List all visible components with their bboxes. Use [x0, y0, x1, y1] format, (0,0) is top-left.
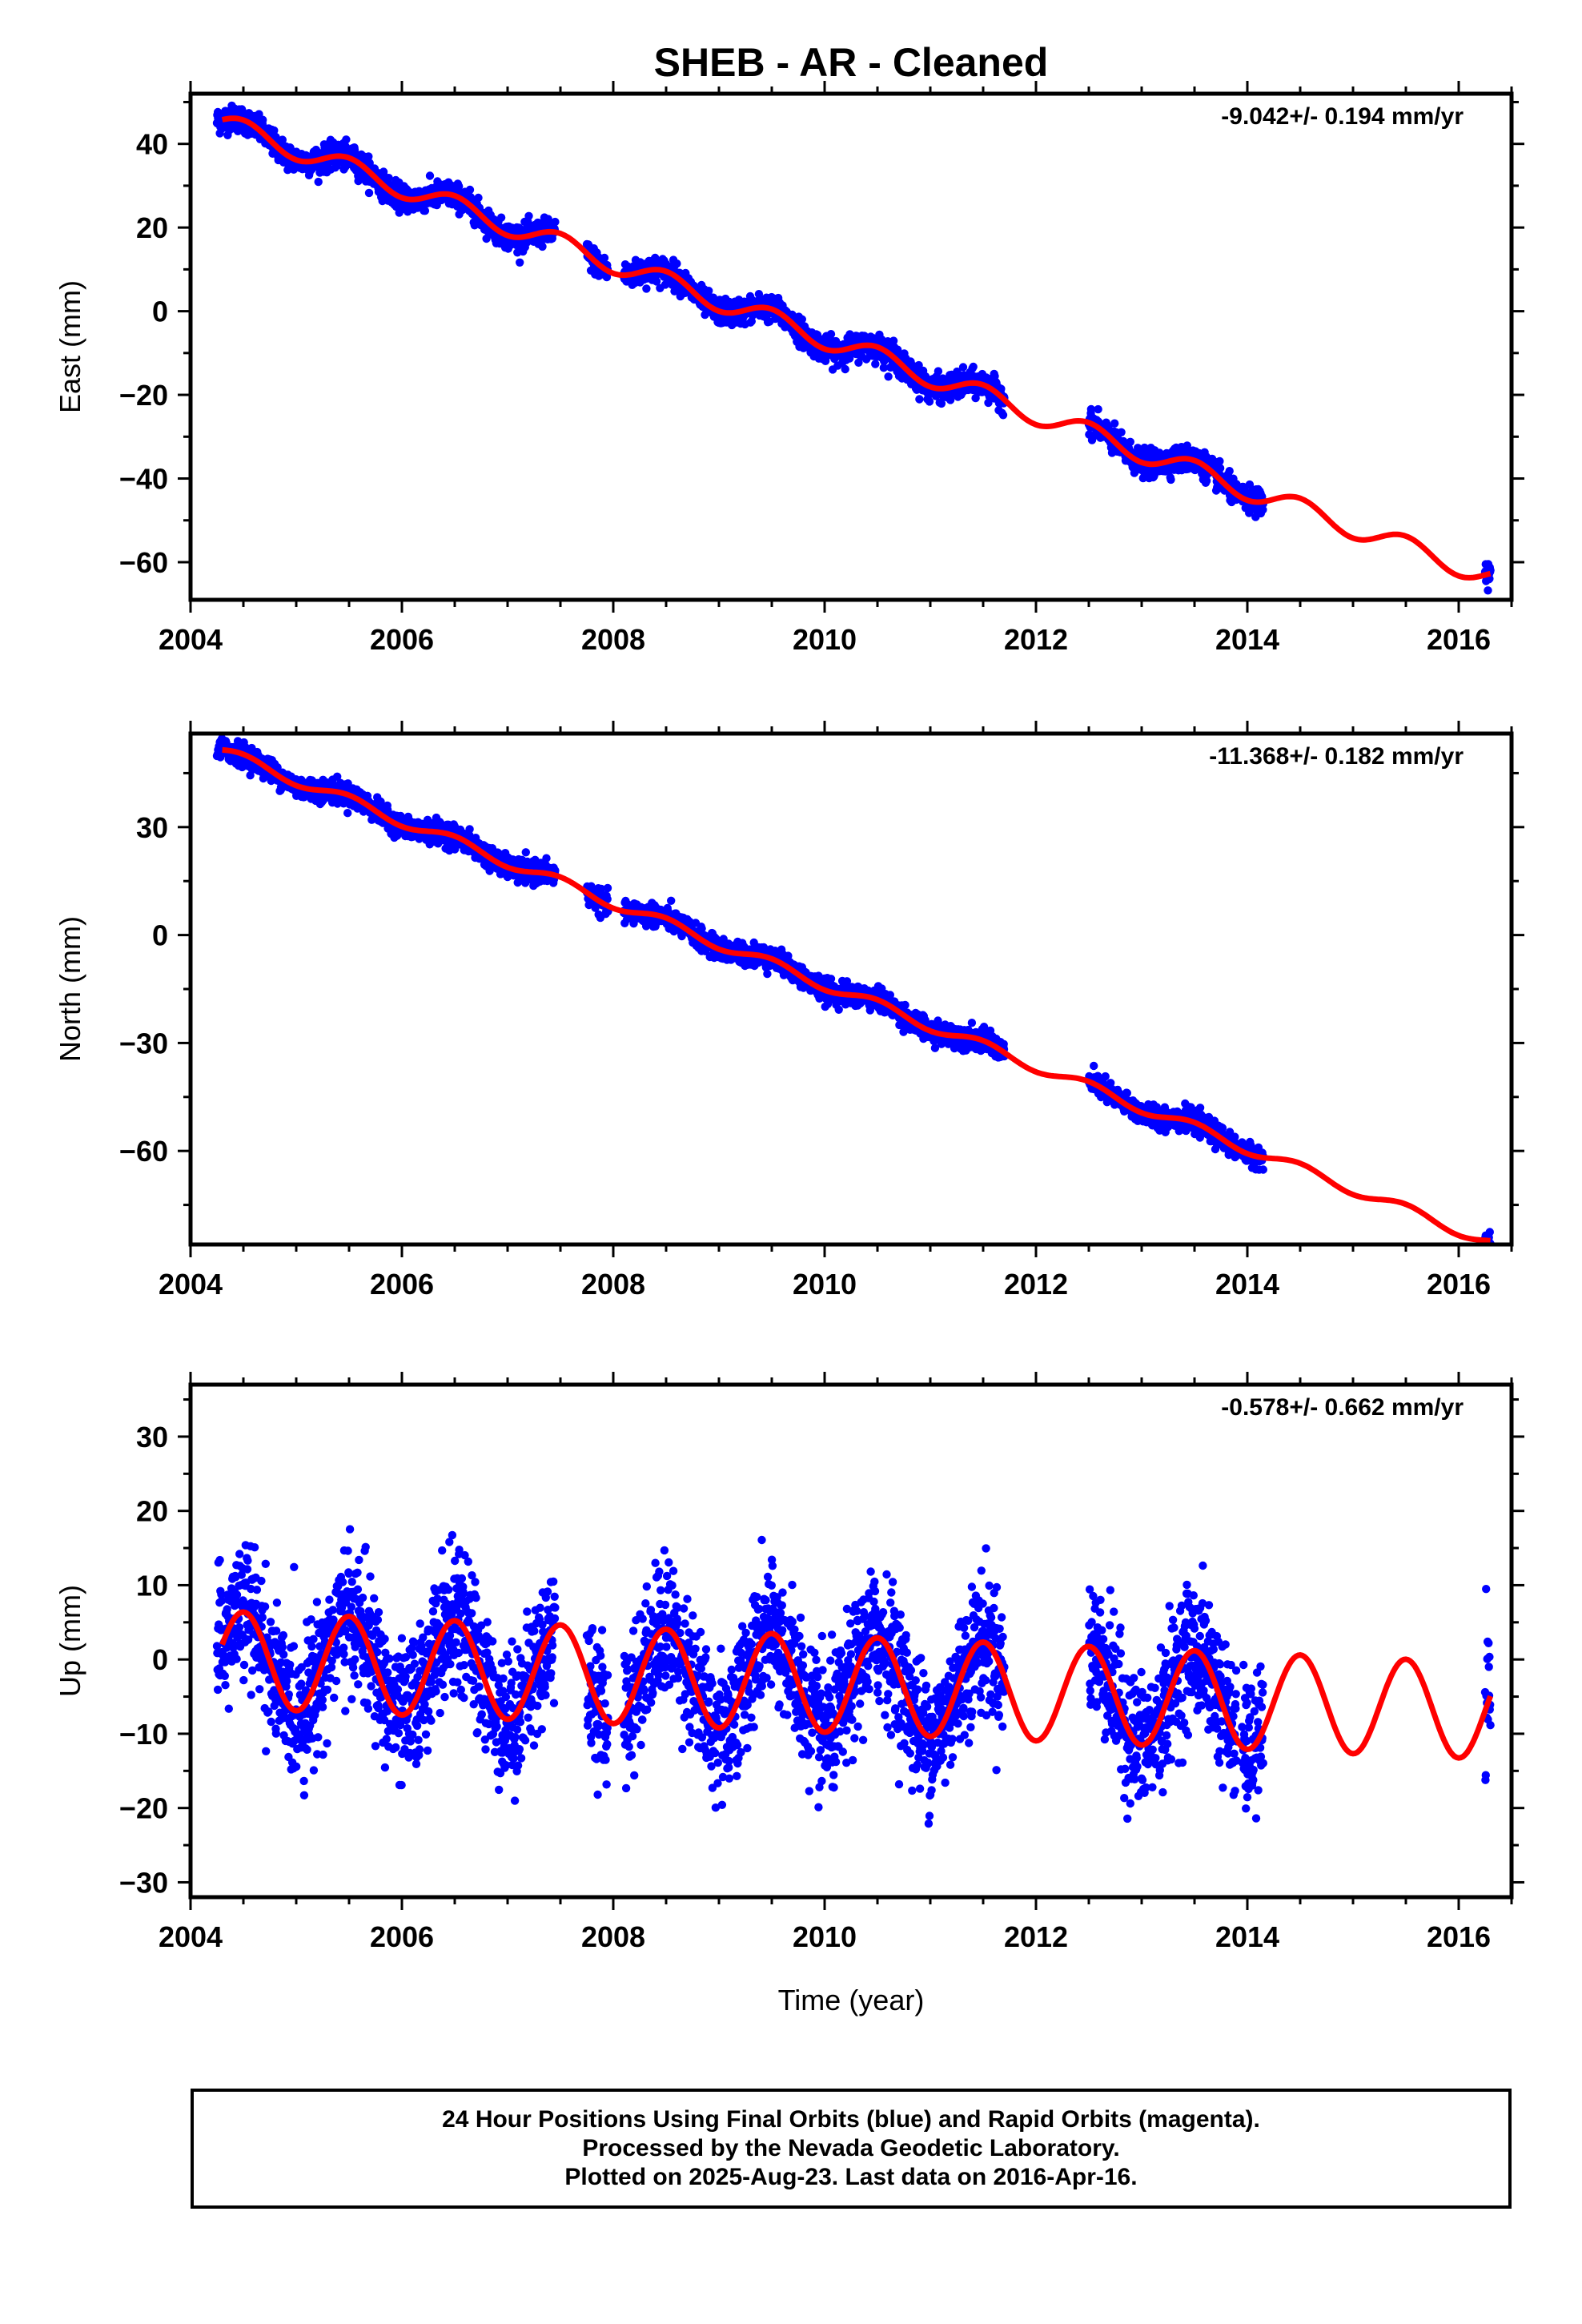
data-point	[934, 367, 943, 376]
y-tick-label: 0	[152, 296, 168, 328]
data-point	[465, 825, 474, 834]
data-point	[603, 883, 612, 893]
data-point	[854, 358, 863, 367]
east-panel: 2004 2006 2008 2010 2012 2014 2016 −60 −40 −20 0 20…	[54, 81, 1524, 656]
data-point	[600, 253, 609, 263]
data-point	[270, 126, 279, 135]
rate-annotation: -9.042+/- 0.194 mm/yr	[1221, 103, 1464, 130]
data-point	[521, 878, 530, 887]
model-curve	[221, 115, 1492, 581]
data-point	[763, 969, 772, 979]
data-point	[667, 896, 676, 906]
x-tick-label: 2016	[1427, 623, 1491, 656]
data-point	[354, 176, 363, 186]
figure-title: SHEB - AR - Cleaned	[654, 40, 1049, 85]
data-point	[1117, 428, 1126, 436]
x-tick-label: 2010	[793, 623, 857, 656]
data-point	[925, 397, 934, 406]
data-point	[826, 330, 836, 339]
data-point	[673, 259, 681, 268]
data-point	[998, 411, 1008, 420]
data-point	[1086, 404, 1096, 414]
data-point	[364, 188, 374, 198]
data-point	[1202, 476, 1211, 485]
x-tick-label: 2006	[370, 623, 434, 656]
data-point	[889, 336, 898, 345]
data-point	[516, 258, 524, 267]
data-point	[524, 211, 533, 220]
y-tick-label: −40	[119, 463, 168, 496]
data-point	[343, 809, 352, 818]
data-point	[1215, 464, 1225, 472]
x-tick-label: 2008	[581, 623, 645, 656]
data-point	[1166, 475, 1175, 485]
data-point	[958, 363, 968, 372]
data-point	[915, 395, 924, 404]
data-point	[884, 372, 893, 381]
data-point	[1094, 404, 1102, 414]
y-axis-title: East (mm)	[54, 280, 86, 413]
plot-frame	[188, 91, 1514, 602]
data-point	[376, 797, 385, 806]
data-point	[259, 115, 267, 124]
data-point	[364, 152, 373, 161]
data-point	[455, 182, 464, 191]
data-point	[333, 772, 342, 781]
data-point	[420, 207, 430, 215]
data-point	[596, 884, 606, 894]
data-point	[937, 399, 946, 408]
data-point	[841, 364, 849, 374]
data-point	[1484, 586, 1492, 595]
x-tick-label: 2004	[159, 623, 223, 656]
y-tick-label: 40	[136, 128, 168, 161]
y-tick-label: 20	[136, 211, 168, 244]
data-point	[969, 362, 978, 372]
data-point	[314, 177, 323, 187]
x-tick-label: 2014	[1215, 623, 1279, 656]
data-point	[384, 174, 393, 183]
data-point	[538, 242, 547, 251]
data-point	[997, 384, 1006, 393]
data-point	[1155, 448, 1164, 457]
x-tick-label: 2012	[1004, 623, 1068, 656]
data-point	[542, 854, 551, 862]
data-point	[797, 315, 806, 324]
data-point	[1126, 437, 1135, 446]
data-point	[652, 277, 661, 286]
north-panel: 2004 2006 2008 2010 2012 2014 2016−60−30030Nor…	[54, 721, 1524, 1301]
data-point	[871, 360, 880, 368]
data-point	[474, 193, 483, 203]
data-point	[697, 924, 706, 933]
data-point	[551, 217, 560, 227]
data-point	[465, 185, 475, 195]
data-point	[342, 135, 351, 144]
data-point	[1225, 467, 1234, 476]
data-point	[1215, 456, 1224, 466]
data-point	[705, 287, 713, 296]
data-point	[642, 284, 651, 293]
data-point	[603, 895, 612, 904]
data-point	[496, 213, 506, 222]
data-point	[879, 364, 889, 372]
y-tick-label: −20	[119, 379, 168, 412]
data-point	[425, 171, 435, 180]
data-point	[521, 848, 530, 857]
y-tick-label: −60	[119, 546, 168, 579]
data-point	[1110, 419, 1119, 428]
data-point	[278, 135, 287, 144]
